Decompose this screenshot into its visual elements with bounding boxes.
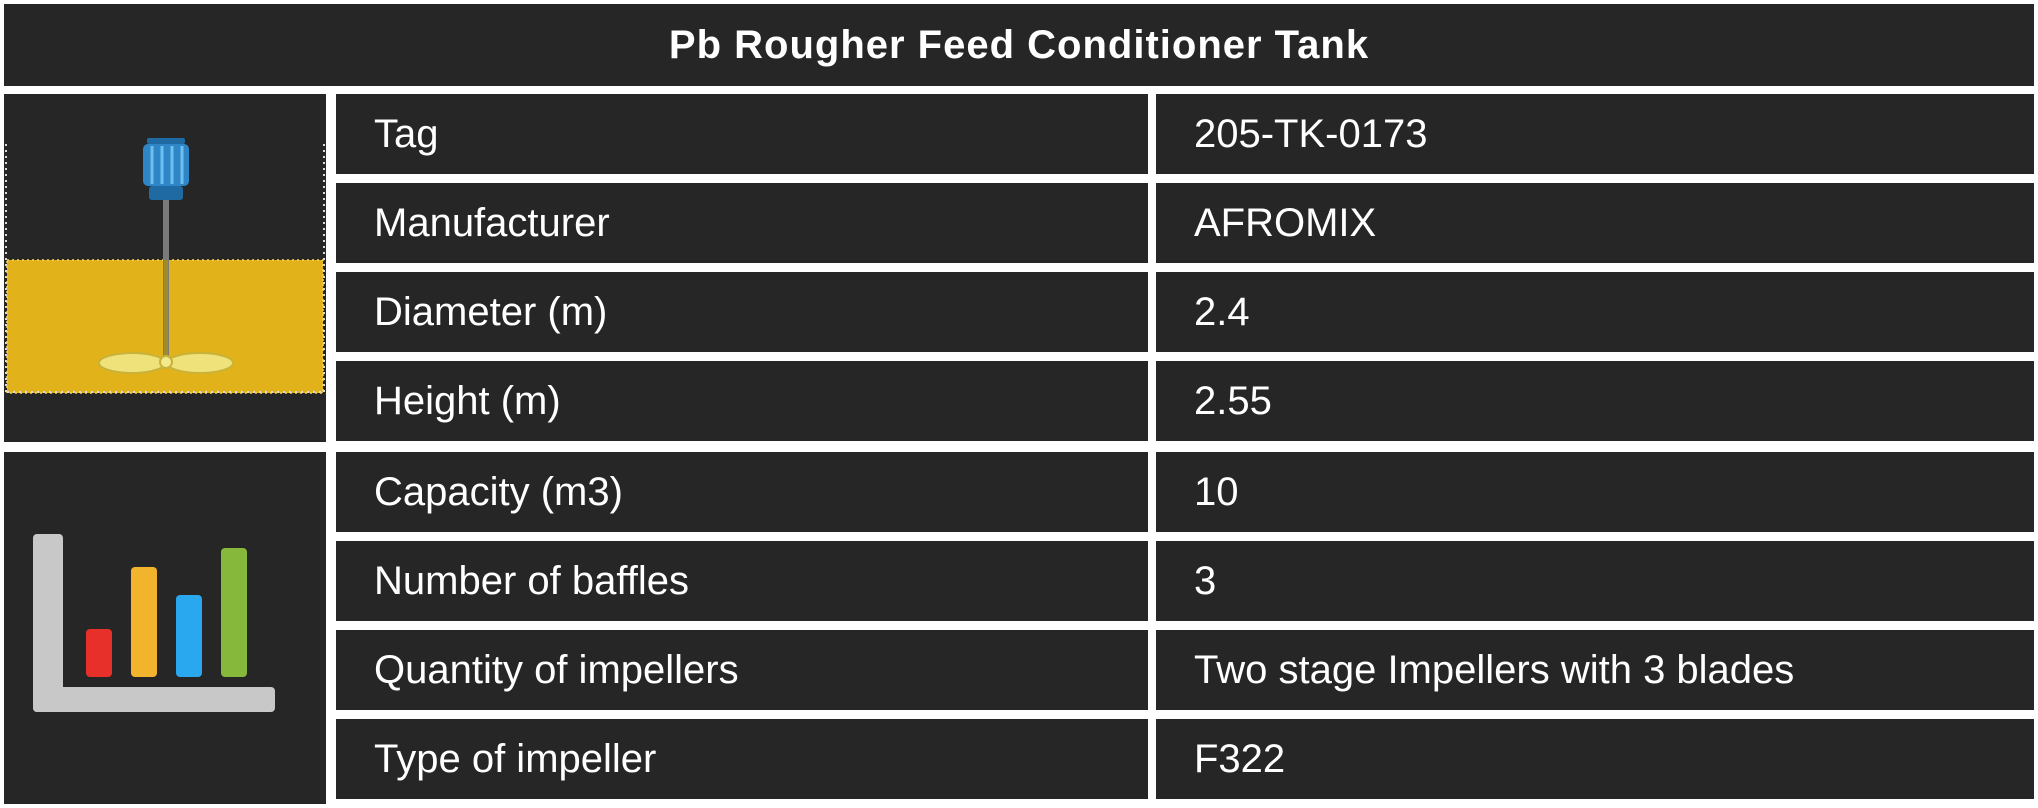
row-label: Capacity (m3) [336, 452, 1148, 532]
row-value: Two stage Impellers with 3 blades [1156, 630, 2034, 710]
table-row-tag: Tag 205-TK-0173 [336, 94, 2034, 174]
table-row-manufacturer: Manufacturer AFROMIX [336, 183, 2034, 263]
chart-icon-cell [4, 452, 326, 804]
tank-icon-cell [4, 94, 326, 442]
row-value: 205-TK-0173 [1156, 94, 2034, 174]
row-label: Type of impeller [336, 719, 1148, 799]
row-value: 10 [1156, 452, 2034, 532]
row-label: Height (m) [336, 361, 1148, 441]
row-label: Number of baffles [336, 541, 1148, 621]
row-label: Diameter (m) [336, 272, 1148, 352]
bar-chart-icon [33, 534, 275, 712]
agitated-tank-icon [5, 138, 325, 394]
table-row-diameter: Diameter (m) 2.4 [336, 272, 2034, 352]
row-label: Tag [336, 94, 1148, 174]
table-row-height: Height (m) 2.55 [336, 361, 2034, 441]
row-value: 3 [1156, 541, 2034, 621]
table-row-capacity: Capacity (m3) 10 [336, 452, 2034, 532]
row-value: F322 [1156, 719, 2034, 799]
row-value: AFROMIX [1156, 183, 2034, 263]
row-value: 2.55 [1156, 361, 2034, 441]
table-row-impeller-quantity: Quantity of impellers Two stage Impeller… [336, 630, 2034, 710]
table-row-baffles: Number of baffles 3 [336, 541, 2034, 621]
table-row-impeller-type: Type of impeller F322 [336, 719, 2034, 799]
row-label: Manufacturer [336, 183, 1148, 263]
row-label: Quantity of impellers [336, 630, 1148, 710]
row-value: 2.4 [1156, 272, 2034, 352]
panel-title: Pb Rougher Feed Conditioner Tank [4, 4, 2034, 86]
